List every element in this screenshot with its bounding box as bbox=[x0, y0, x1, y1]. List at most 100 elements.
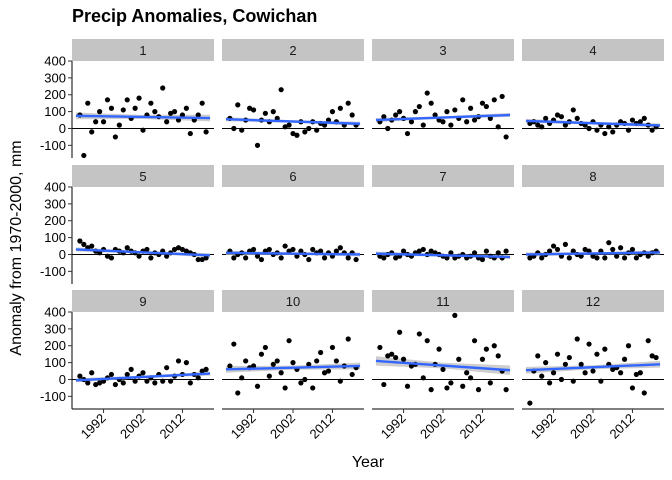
data-point bbox=[491, 97, 497, 103]
data-point bbox=[385, 353, 391, 359]
data-point bbox=[258, 351, 265, 357]
data-point bbox=[570, 248, 576, 254]
data-point bbox=[633, 255, 639, 261]
data-point bbox=[535, 353, 541, 359]
data-point bbox=[566, 354, 572, 361]
facet-strip-label: 9 bbox=[139, 294, 146, 309]
data-point bbox=[566, 255, 572, 261]
data-point bbox=[333, 358, 339, 364]
data-point bbox=[590, 253, 596, 259]
data-point bbox=[562, 361, 568, 367]
data-point bbox=[562, 122, 568, 128]
data-point bbox=[321, 255, 328, 261]
facet-strip-label: 10 bbox=[286, 294, 300, 309]
data-point bbox=[404, 130, 411, 137]
data-point bbox=[89, 243, 95, 249]
data-point bbox=[227, 363, 233, 369]
data-point bbox=[349, 371, 355, 378]
data-point bbox=[100, 119, 107, 125]
data-point bbox=[574, 336, 580, 342]
data-point bbox=[464, 370, 470, 376]
data-point bbox=[535, 122, 541, 128]
data-point bbox=[448, 122, 454, 128]
data-point bbox=[444, 385, 450, 391]
data-point bbox=[594, 127, 600, 133]
facet-strip bbox=[222, 290, 364, 312]
data-point bbox=[487, 380, 493, 386]
data-point bbox=[539, 124, 545, 130]
data-point bbox=[243, 255, 249, 261]
data-point bbox=[479, 256, 486, 263]
data-point bbox=[452, 312, 458, 318]
data-point bbox=[416, 103, 422, 110]
data-point bbox=[353, 256, 359, 263]
data-point bbox=[314, 127, 320, 133]
data-point bbox=[479, 356, 486, 362]
facet-strip bbox=[72, 165, 214, 187]
data-point bbox=[578, 253, 584, 259]
facet-strip bbox=[522, 39, 664, 61]
data-point bbox=[270, 109, 276, 115]
data-point bbox=[337, 378, 343, 384]
y-tick-label: 100 bbox=[44, 355, 66, 370]
data-point bbox=[602, 346, 608, 352]
y-tick-label: 400 bbox=[44, 54, 66, 69]
data-point bbox=[97, 380, 103, 386]
data-point bbox=[448, 380, 454, 386]
data-point bbox=[112, 134, 118, 140]
data-point bbox=[471, 338, 478, 344]
data-point bbox=[440, 366, 446, 372]
data-point bbox=[333, 248, 339, 254]
data-point bbox=[558, 376, 565, 383]
x-tick-label: 1992 bbox=[228, 411, 259, 442]
data-point bbox=[408, 119, 415, 125]
data-point bbox=[527, 255, 533, 261]
data-point bbox=[183, 360, 189, 366]
x-tick-label: 2012 bbox=[457, 411, 488, 442]
data-point bbox=[550, 370, 557, 376]
facet-panel-3: 3 bbox=[372, 39, 514, 140]
data-point bbox=[81, 241, 87, 247]
data-point bbox=[400, 248, 407, 254]
data-point bbox=[594, 255, 600, 261]
facet-strip bbox=[522, 290, 664, 312]
trend-line bbox=[225, 118, 361, 125]
data-point bbox=[199, 368, 205, 374]
data-point bbox=[424, 90, 430, 96]
data-point bbox=[460, 97, 466, 103]
x-tick-label: 1992 bbox=[378, 411, 409, 442]
data-point bbox=[625, 343, 632, 349]
data-point bbox=[649, 127, 655, 133]
data-point bbox=[649, 353, 655, 359]
data-point bbox=[397, 329, 403, 335]
data-point bbox=[183, 248, 189, 254]
facet-panel-4: 4 bbox=[522, 39, 664, 137]
data-point bbox=[586, 125, 592, 132]
data-point bbox=[203, 366, 209, 372]
data-point bbox=[195, 112, 201, 118]
facet-strip bbox=[222, 165, 364, 187]
x-tick-label: 2002 bbox=[417, 411, 448, 442]
data-point bbox=[400, 356, 407, 362]
facet-strip bbox=[372, 165, 514, 187]
data-point bbox=[77, 238, 83, 244]
data-point bbox=[140, 127, 146, 133]
x-tick-label: 2012 bbox=[157, 411, 188, 442]
data-point bbox=[389, 351, 395, 357]
data-point bbox=[136, 253, 142, 259]
y-tick-label: -100 bbox=[40, 389, 66, 404]
data-point bbox=[487, 115, 493, 121]
data-point bbox=[641, 390, 647, 396]
trend-line bbox=[375, 113, 511, 122]
data-point bbox=[428, 387, 434, 393]
x-axis-label: Year bbox=[352, 454, 385, 471]
trend-line bbox=[525, 119, 661, 127]
data-point bbox=[266, 246, 272, 253]
facet-strip-label: 6 bbox=[289, 169, 296, 184]
trend-line bbox=[525, 251, 661, 256]
data-point bbox=[412, 109, 418, 115]
x-tick-label: 2002 bbox=[117, 411, 148, 442]
data-point bbox=[136, 95, 142, 101]
